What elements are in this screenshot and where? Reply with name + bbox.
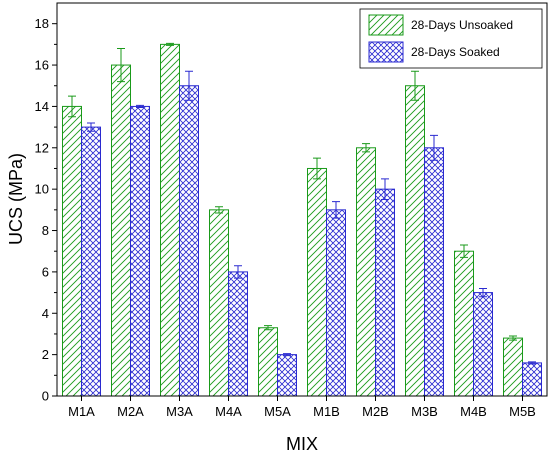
bar-unsoaked-m2a [111,64,131,397]
error-bar-soaked-m2a [136,104,144,108]
bar-soaked-m4a [228,271,248,397]
x-tick-label: M2A [117,404,144,419]
bar-soaked-m1a [81,126,101,397]
x-tick-label: M2B [362,404,389,419]
x-tick-label: M3B [411,404,438,419]
legend-swatch-soaked [368,41,404,63]
bar-soaked-m4b [473,292,493,397]
bar-unsoaked-m4a [209,209,229,397]
y-tick-label: 8 [42,223,49,238]
error-bar-soaked-m4b [479,287,487,298]
legend: 28-Days Unsoaked 28-Days Soaked [359,8,543,69]
y-tick-label: 18 [35,16,49,31]
bar-soaked-m5a [277,354,297,397]
x-tick-label: M5A [264,404,291,419]
bar-soaked-m3b [424,147,444,397]
x-tick-label: M5B [509,404,536,419]
y-tick-label: 6 [42,264,49,279]
legend-label-soaked: 28-Days Soaked [411,45,500,59]
error-bar-unsoaked-m2b [362,143,370,153]
y-tick-label: 10 [35,182,49,197]
x-tick-label: M3A [166,404,193,419]
error-bar-soaked-m5b [528,361,536,365]
y-tick-label: 14 [35,99,49,114]
bar-soaked-m2a [130,105,150,397]
bar-unsoaked-m5a [258,327,278,397]
y-tick-label: 16 [35,58,49,73]
bar-unsoaked-m3a [160,43,180,397]
error-bar-soaked-m1b [332,201,340,219]
error-bar-unsoaked-m1b [313,157,321,180]
x-tick-label: M4A [215,404,242,419]
bar-unsoaked-m1b [307,167,327,397]
error-bar-unsoaked-m1a [68,95,76,118]
plot-frame [56,2,548,397]
x-tick-label: M1B [313,404,340,419]
bar-unsoaked-m3b [405,85,425,397]
error-bar-unsoaked-m3b [411,70,419,101]
error-bar-unsoaked-m5b [509,335,517,341]
error-bar-unsoaked-m4a [215,206,223,214]
plot-marks [62,42,542,397]
error-bar-soaked-m2b [381,178,389,200]
error-bar-soaked-m3a [185,70,193,101]
error-bar-unsoaked-m4b [460,244,468,258]
y-tick-label: 12 [35,140,49,155]
y-tick-label: 4 [42,306,49,321]
y-tick-label: 0 [42,389,49,404]
legend-swatch-unsoaked [368,14,404,36]
x-axis-label: MIX [286,434,318,454]
error-bar-soaked-m1a [87,122,95,132]
error-bar-soaked-m3b [430,134,438,161]
error-bar-soaked-m4a [234,265,242,279]
x-tick-label: M1A [68,404,95,419]
bar-soaked-m5b [522,362,542,397]
bar-soaked-m2b [375,188,395,397]
bar-unsoaked-m4b [454,250,474,397]
error-bar-soaked-m5a [283,353,291,357]
y-axis: 0 2 4 6 8 10 12 14 16 18 [35,16,57,404]
y-tick-label: 2 [42,347,49,362]
x-axis: M1A M2A M3A M4A M5A M1B M2B M3B M4B M5B [68,396,536,419]
bar-unsoaked-m1a [62,105,82,397]
bar-soaked-m3a [179,85,199,397]
legend-label-unsoaked: 28-Days Unsoaked [411,18,513,32]
bar-soaked-m1b [326,209,346,397]
y-axis-label: UCS (MPa) [6,153,26,245]
error-bar-unsoaked-m3a [166,42,174,46]
error-bar-unsoaked-m2a [117,48,125,83]
error-bar-unsoaked-m5a [264,325,272,331]
bar-unsoaked-m5b [503,337,523,397]
bar-unsoaked-m2b [356,147,376,397]
x-tick-label: M4B [460,404,487,419]
